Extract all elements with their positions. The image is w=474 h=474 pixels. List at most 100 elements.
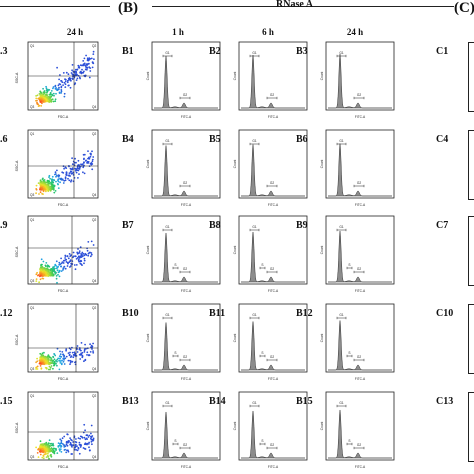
- y-axis-label: Count: [146, 160, 150, 169]
- scatter-density-plot: Q1 Q2 Q3 Q4 SSC-A FSC-A: [15, 391, 99, 469]
- histogram-peak: [241, 410, 305, 459]
- cell-cycle-histogram: G1 G2 S Count FITC-A: [233, 303, 308, 381]
- g2-marker-label: G2: [357, 267, 361, 271]
- s-marker-label: S: [261, 351, 263, 355]
- x-axis-label: FITC-A: [355, 465, 366, 469]
- y-axis-label: Count: [233, 422, 237, 431]
- panel-b-label: B5: [209, 134, 221, 145]
- x-axis-label: FSC-A: [58, 465, 69, 469]
- panel-b-label: B11: [209, 308, 226, 319]
- gate-label-q1: Q1: [30, 394, 34, 398]
- histogram-peak: [154, 411, 218, 459]
- panel-c-label: C7: [436, 220, 449, 231]
- histogram-peak: [241, 54, 305, 109]
- cell-cycle-histogram: G1 G2 S Count FITC-A: [146, 215, 221, 293]
- g1-marker-label: G1: [252, 401, 256, 405]
- gate-label-q4: Q4: [92, 455, 96, 459]
- panel-b-label: B1: [122, 46, 134, 57]
- panel-b-header-rule: [152, 6, 454, 7]
- panel-b-label: B15: [296, 396, 313, 407]
- y-axis-label: Count: [320, 72, 324, 81]
- y-axis-label: SSC-A: [15, 72, 19, 83]
- y-axis-label: Count: [146, 334, 150, 343]
- g1-marker-label: G1: [252, 313, 256, 317]
- panel-b-label: B2: [209, 46, 221, 57]
- x-axis-label: FITC-A: [181, 377, 192, 381]
- gate-label-q2: Q2: [92, 394, 96, 398]
- panel-a-label: .6: [0, 134, 8, 145]
- gate-label-q1: Q1: [30, 306, 34, 310]
- x-axis-label: FITC-A: [268, 289, 279, 293]
- panel-a-col-header: 24 h: [66, 27, 84, 37]
- histogram-peak: [328, 320, 392, 371]
- s-marker-label: S: [348, 439, 350, 443]
- gate-label-q4: Q4: [92, 279, 96, 283]
- panel-a-label: .3: [0, 46, 8, 57]
- histogram-peak: [241, 144, 305, 197]
- gate-label-q3: Q3: [30, 279, 34, 283]
- g1-marker-label: G1: [165, 313, 169, 317]
- gate-label-q4: Q4: [92, 367, 96, 371]
- cell-cycle-histogram: G1 G2 Count FITC-A: [233, 129, 308, 207]
- x-axis-label: FITC-A: [268, 115, 279, 119]
- panel-c-plot-frame: [468, 216, 474, 286]
- y-axis-label: SSC-A: [15, 422, 19, 433]
- panel-b-label: B12: [296, 308, 313, 319]
- panel-b-label: B7: [122, 220, 134, 231]
- gate-label-q3: Q3: [30, 367, 34, 371]
- y-axis-label: Count: [320, 334, 324, 343]
- cell-cycle-histogram: G1 G2 S Count FITC-A: [320, 391, 395, 469]
- gate-label-q2: Q2: [92, 306, 96, 310]
- g2-marker-label: G2: [270, 355, 274, 359]
- x-axis-label: FITC-A: [355, 377, 366, 381]
- g1-marker-label: G1: [165, 401, 169, 405]
- g1-marker-label: G1: [165, 51, 169, 55]
- scatter-density-plot: Q1 Q2 Q3 Q4 SSC-A FSC-A: [15, 41, 99, 119]
- y-axis-label: SSC-A: [15, 160, 19, 171]
- panel-c-plot-frame: [468, 392, 474, 462]
- panel-c-letter: (C): [454, 0, 474, 16]
- gate-label-q4: Q4: [92, 193, 96, 197]
- x-axis-label: FITC-A: [268, 465, 279, 469]
- cell-cycle-histogram: G1 G2 Count FITC-A: [320, 41, 395, 119]
- g1-marker-label: G1: [165, 139, 169, 143]
- g2-marker-label: G2: [357, 443, 361, 447]
- g2-marker-label: G2: [270, 267, 274, 271]
- panel-a-header-rule: [0, 6, 110, 7]
- panel-b-col-header-6h: 6 h: [262, 27, 274, 37]
- panel-c-label: C10: [436, 308, 454, 319]
- panel-c-label: C13: [436, 396, 454, 407]
- x-axis-label: FITC-A: [355, 115, 366, 119]
- histogram-peak: [328, 230, 392, 283]
- x-axis-label: FITC-A: [181, 203, 192, 207]
- x-axis-label: FITC-A: [355, 289, 366, 293]
- s-marker-label: S: [174, 351, 176, 355]
- x-axis-label: FSC-A: [58, 377, 69, 381]
- s-marker-label: S: [261, 263, 263, 267]
- y-axis-label: Count: [146, 72, 150, 81]
- cell-cycle-histogram: G1 G2 S Count FITC-A: [233, 391, 308, 469]
- x-axis-label: FSC-A: [58, 203, 69, 207]
- g2-marker-label: G2: [270, 181, 274, 185]
- gate-label-q1: Q1: [30, 132, 34, 136]
- histogram-peak: [154, 232, 218, 283]
- s-marker-label: S: [261, 439, 263, 443]
- x-axis-label: FSC-A: [58, 115, 69, 119]
- scatter-density-plot: Q1 Q2 Q3 Q4 SSC-A FSC-A: [15, 215, 99, 293]
- x-axis-label: FITC-A: [268, 203, 279, 207]
- panel-c-label: C4: [436, 134, 449, 145]
- g2-marker-label: G2: [183, 443, 187, 447]
- g2-marker-label: G2: [183, 181, 187, 185]
- histogram-peak: [154, 55, 218, 109]
- histogram-peak: [328, 143, 392, 197]
- gate-label-q1: Q1: [30, 218, 34, 222]
- cell-cycle-histogram: G1 G2 Count FITC-A: [320, 129, 395, 207]
- scatter-density-plot: Q1 Q2 Q3 Q4 SSC-A FSC-A: [15, 303, 99, 381]
- gate-label-q1: Q1: [30, 44, 34, 48]
- panel-a-label: .12: [0, 308, 13, 319]
- cell-cycle-histogram: G1 G2 S Count FITC-A: [233, 215, 308, 293]
- g1-marker-label: G1: [252, 225, 256, 229]
- gate-label-q4: Q4: [92, 105, 96, 109]
- x-axis-label: FITC-A: [181, 289, 192, 293]
- panel-b-col-header-24h: 24 h: [346, 27, 364, 37]
